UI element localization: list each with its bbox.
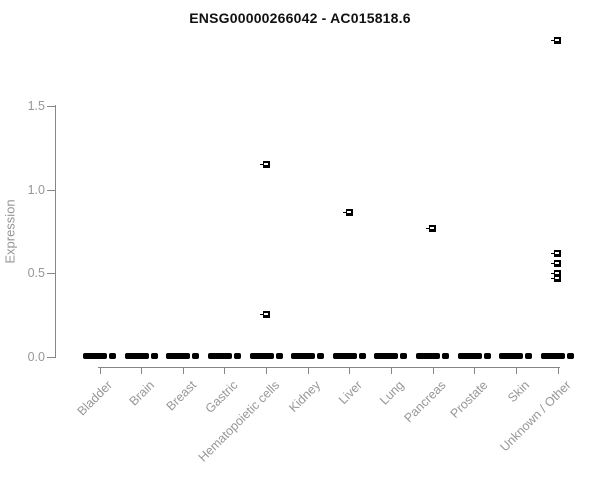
zero-cluster-segment: [416, 353, 441, 359]
outlier-point: [343, 209, 353, 216]
zero-cluster-segment: [83, 353, 107, 359]
x-tick-label: Unknown / Other: [497, 378, 574, 455]
zero-cluster-segment: [192, 353, 200, 359]
y-axis-line: [55, 105, 56, 358]
zero-cluster-dash: [166, 353, 200, 359]
zero-cluster-segment: [291, 353, 316, 359]
x-tick-label: Lung: [377, 378, 407, 408]
x-tick-label: Liver: [336, 378, 366, 408]
zero-cluster-segment: [233, 353, 241, 359]
zero-cluster-segment: [541, 353, 566, 359]
zero-cluster-segment: [525, 353, 533, 359]
x-tick: [182, 367, 184, 374]
zero-cluster-dash: [541, 353, 575, 359]
chart-title: ENSG00000266042 - AC015818.6: [189, 10, 411, 26]
outlier-point: [260, 161, 270, 168]
y-tick-label: 0.5: [27, 266, 45, 281]
x-tick-label: Gastric: [202, 378, 241, 416]
x-tick-label: Breast: [163, 378, 199, 414]
zero-cluster-dash: [249, 353, 283, 359]
outlier-point: [551, 250, 561, 257]
zero-cluster-segment: [124, 353, 149, 359]
outlier-point: [551, 37, 561, 44]
outlier-point: [551, 270, 561, 277]
x-tick: [349, 367, 351, 374]
x-tick: [474, 367, 476, 374]
zero-cluster-segment: [332, 353, 357, 359]
zero-cluster-segment: [317, 353, 325, 359]
y-tick: [47, 273, 55, 275]
zero-cluster-segment: [109, 353, 116, 359]
zero-cluster-segment: [249, 353, 274, 359]
x-tick-label: Prostate: [447, 378, 491, 421]
zero-cluster-segment: [483, 353, 491, 359]
zero-cluster-dash: [416, 353, 450, 359]
x-tick: [432, 367, 434, 374]
x-tick: [224, 367, 226, 374]
zero-cluster-segment: [567, 353, 575, 359]
x-tick: [390, 367, 392, 374]
zero-cluster-dash: [499, 353, 533, 359]
zero-cluster-segment: [166, 353, 191, 359]
y-tick: [47, 106, 55, 108]
x-tick-label: Bladder: [75, 378, 116, 419]
x-tick: [99, 367, 101, 374]
x-axis-line: [97, 367, 560, 368]
outlier-point: [426, 225, 436, 232]
x-tick: [515, 367, 517, 374]
zero-cluster-dash: [124, 353, 158, 359]
zero-cluster-segment: [374, 353, 399, 359]
zero-cluster-dash: [207, 353, 241, 359]
x-tick: [557, 367, 559, 374]
outlier-point: [551, 275, 561, 282]
x-tick-label: Pancreas: [401, 378, 449, 426]
zero-cluster-dash: [291, 353, 325, 359]
zero-cluster-dash: [332, 353, 366, 359]
y-tick: [47, 189, 55, 191]
zero-cluster-dash: [457, 353, 491, 359]
x-tick-label: Kidney: [286, 378, 324, 415]
outlier-point: [551, 260, 561, 267]
zero-cluster-segment: [457, 353, 482, 359]
x-tick-label: Skin: [504, 378, 532, 406]
x-tick: [307, 367, 309, 374]
zero-cluster-segment: [400, 353, 408, 359]
zero-cluster-segment: [358, 353, 366, 359]
zero-cluster-segment: [275, 353, 283, 359]
y-tick: [47, 356, 55, 358]
zero-cluster-segment: [442, 353, 450, 359]
x-tick: [141, 367, 143, 374]
y-tick-label: 1.0: [27, 182, 45, 197]
zero-cluster-segment: [150, 353, 158, 359]
x-tick-label: Brain: [126, 378, 158, 409]
y-tick-label: 1.5: [27, 99, 45, 114]
zero-cluster-dash: [374, 353, 408, 359]
zero-cluster-segment: [499, 353, 524, 359]
x-tick: [266, 367, 268, 374]
outlier-point: [260, 311, 270, 318]
zero-cluster-dash: [83, 353, 116, 359]
x-tick-label: Hematopoietic cells: [195, 378, 282, 465]
zero-cluster-segment: [207, 353, 232, 359]
y-tick-label: 0.0: [27, 349, 45, 364]
